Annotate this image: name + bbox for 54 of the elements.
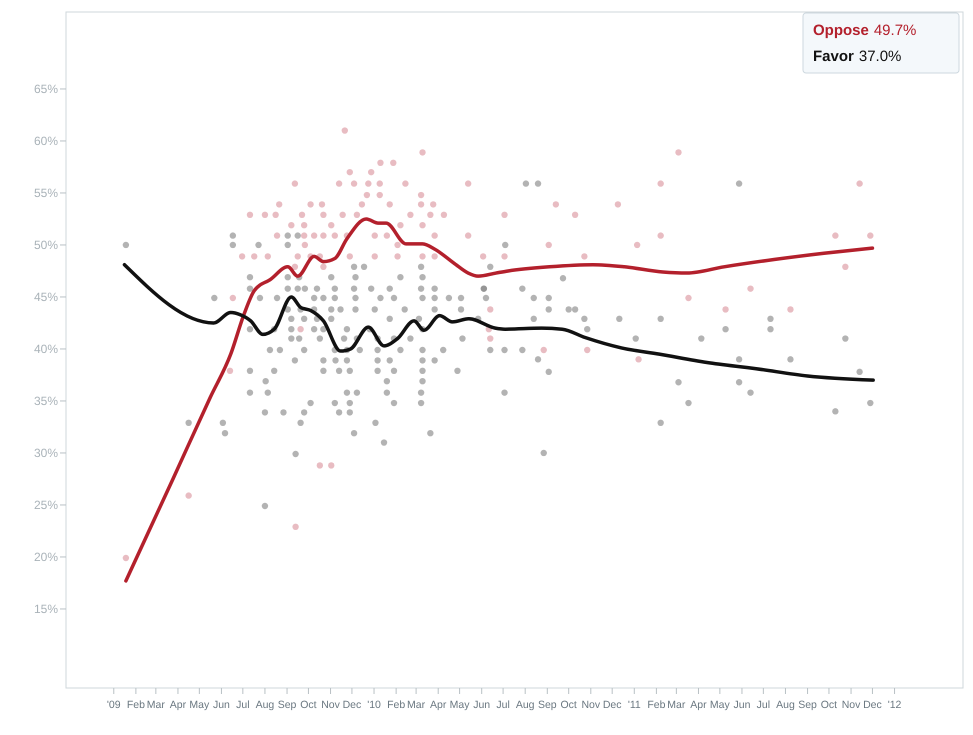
x-tick-label: Jun (212, 699, 230, 711)
x-tick-label: Mar (407, 699, 426, 711)
y-tick-label: 25% (34, 498, 58, 512)
x-tick-label: Dec (602, 699, 622, 711)
x-tick-label: Jun (733, 699, 751, 711)
x-tick-label: Sep (538, 699, 557, 711)
y-tick-label: 30% (34, 446, 58, 460)
x-tick-label: Feb (387, 699, 406, 711)
y-tick-label: 65% (34, 82, 58, 96)
text: Favor (813, 48, 854, 65)
x-tick-label: Nov (842, 699, 862, 711)
line-series (122, 262, 875, 382)
x-tick-label: Apr (170, 699, 187, 711)
x-tick-label: Mar (146, 699, 166, 711)
line-series (124, 217, 874, 583)
x-tick-label: Sep (278, 699, 297, 711)
y-tick-label: 45% (34, 290, 58, 304)
x-tick-label: May (710, 699, 731, 711)
x-tick-label: Jul (756, 699, 770, 711)
x-tick-label: Aug (776, 699, 795, 711)
x-tick-label: Mar (667, 699, 686, 711)
x-tick-label: Apr (430, 699, 447, 711)
x-tick-label: Oct (300, 699, 317, 711)
y-tick-label: 35% (34, 394, 58, 408)
x-tick-label: '10 (367, 699, 382, 711)
x-tick-label: '11 (628, 699, 641, 711)
x-tick-label: '09 (106, 699, 121, 711)
y-tick-label: 15% (34, 602, 58, 616)
annotation: 37.0% (858, 48, 902, 65)
y-tick-label: 40% (34, 342, 58, 356)
x-tick-label: Aug (256, 699, 274, 711)
x-tick-label: Sep (798, 699, 818, 711)
x-tick-label: '12 (888, 699, 902, 711)
x-tick-label: Dec (863, 699, 882, 711)
x-tick-label: Nov (581, 699, 601, 711)
x-tick-label: Apr (690, 699, 708, 711)
x-tick-label: Aug (516, 699, 535, 711)
x-tick-label: Jun (473, 699, 490, 711)
y-tick-label: 55% (34, 186, 58, 200)
y-tick-label: 20% (34, 550, 58, 564)
x-tick-label: Nov (321, 699, 341, 711)
x-tick-label: Jul (236, 699, 250, 711)
x-tick-label: Oct (820, 699, 838, 711)
annotation: 49.7% (874, 22, 916, 39)
x-tick-label: Feb (647, 699, 666, 711)
x-tick-label: May (450, 699, 470, 711)
x-tick-label: Jul (496, 699, 510, 711)
x-tick-label: Feb (126, 699, 146, 711)
y-tick-label: 50% (34, 238, 58, 252)
y-tick-label: 60% (34, 134, 58, 148)
text: Oppose (813, 22, 869, 39)
x-tick-label: Oct (560, 699, 577, 711)
x-tick-label: Dec (342, 699, 362, 711)
x-tick-label: May (189, 699, 210, 711)
